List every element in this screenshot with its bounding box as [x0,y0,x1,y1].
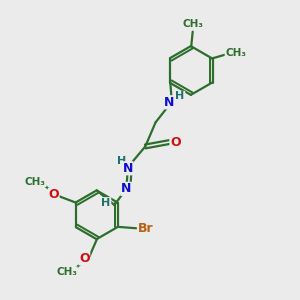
Text: N: N [164,96,175,109]
Text: N: N [122,162,133,175]
Text: O: O [79,252,90,265]
Text: CH₃: CH₃ [25,176,46,187]
Text: CH₃: CH₃ [225,47,246,58]
Text: Br: Br [137,222,153,235]
Text: N: N [121,182,131,195]
Text: O: O [170,136,181,148]
Text: H: H [116,156,126,166]
Text: CH₃: CH₃ [56,267,77,277]
Text: CH₃: CH₃ [182,19,203,29]
Text: H: H [176,92,185,101]
Text: O: O [48,188,59,201]
Text: H: H [101,198,111,208]
